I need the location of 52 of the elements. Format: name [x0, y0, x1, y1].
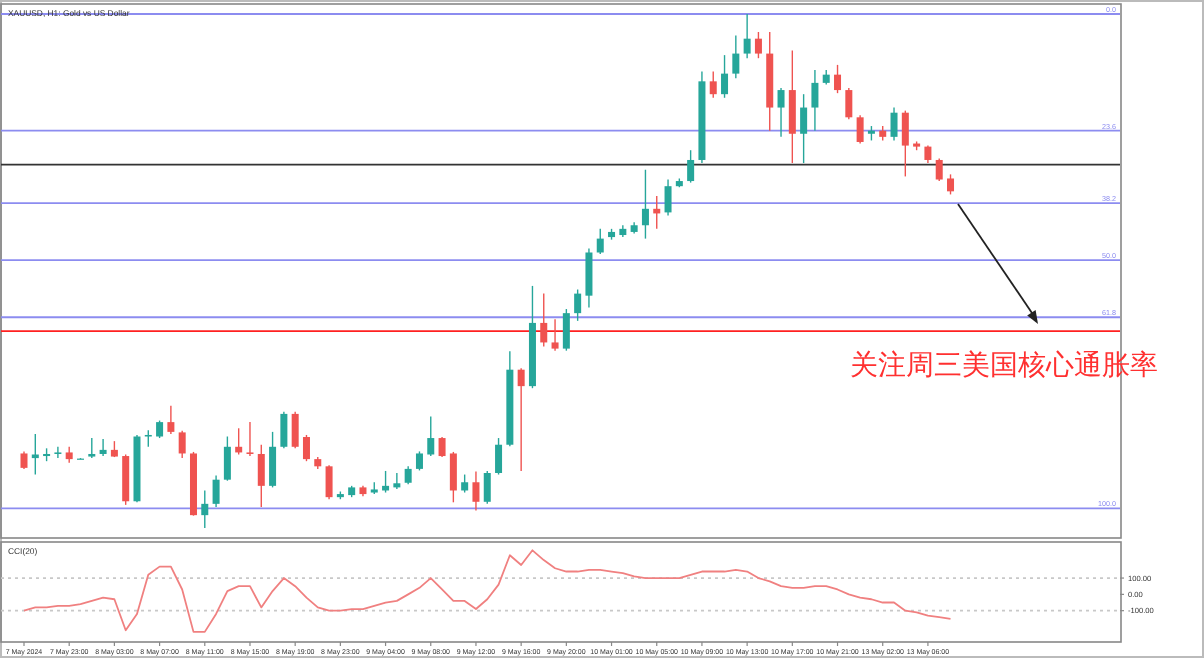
candlestick: [223, 435, 231, 482]
candlestick: [856, 114, 864, 145]
candlestick: [483, 470, 491, 505]
candlestick: [890, 106, 898, 142]
candlestick: [935, 157, 943, 182]
candlestick: [472, 470, 480, 512]
candlestick: [641, 169, 649, 240]
candlestick: [302, 434, 310, 462]
candlestick: [54, 446, 62, 459]
candlestick: [393, 472, 401, 490]
candlestick: [122, 453, 130, 506]
candlestick: [800, 93, 808, 164]
candlestick: [517, 367, 525, 472]
candlestick: [201, 489, 209, 529]
candlestick: [438, 436, 446, 458]
candlestick: [721, 54, 729, 99]
candlestick: [257, 444, 265, 508]
candlestick: [495, 437, 503, 476]
candlestick: [709, 70, 717, 99]
candlestick: [449, 451, 457, 503]
candlestick: [732, 34, 740, 79]
candlestick: [743, 13, 751, 59]
candlestick: [88, 437, 96, 459]
candlestick: [178, 430, 186, 459]
candlestick: [585, 247, 593, 309]
candlestick: [754, 31, 762, 59]
candlestick: [212, 474, 220, 508]
candlestick: [687, 149, 695, 184]
candlestick: [574, 288, 582, 322]
candlestick: [291, 411, 299, 450]
candlestick: [664, 178, 672, 217]
candlestick: [280, 411, 288, 450]
candlestick: [551, 318, 559, 352]
candlestick: [596, 228, 604, 255]
candlestick: [99, 438, 107, 457]
candlestick: [31, 433, 39, 476]
candlestick: [325, 464, 333, 500]
candlestick: [167, 404, 175, 435]
candlestick: [788, 49, 796, 164]
candlestick: [947, 173, 955, 196]
candlestick: [540, 292, 548, 348]
candlestick: [811, 69, 819, 132]
candlestick: [246, 421, 254, 457]
candlestick: [415, 450, 423, 472]
candlestick: [562, 308, 570, 352]
annotation: 关注周三美国核心通胀率: [850, 348, 1158, 380]
candlestick: [901, 109, 909, 178]
candlestick: [269, 431, 277, 489]
candlestick: [777, 87, 785, 138]
candlestick: [845, 87, 853, 121]
candlestick: [834, 64, 842, 94]
candlestick: [427, 415, 435, 457]
